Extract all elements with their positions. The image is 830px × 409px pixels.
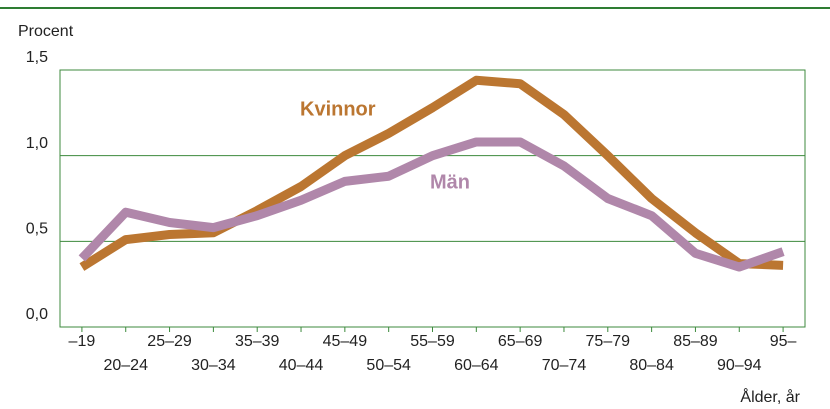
series-line (78, 137, 785, 272)
x-tick-label: 70–74 (542, 357, 587, 374)
x-tick-label: 95– (770, 333, 797, 350)
x-tick-label: 45–49 (323, 333, 368, 350)
x-tick-label: 80–84 (629, 357, 674, 374)
y-tick-label: 1,5 (26, 49, 48, 66)
y-tick-label: 1,0 (26, 135, 48, 152)
x-tick-label: 90–94 (717, 357, 762, 374)
x-tick-label: 20–24 (103, 357, 148, 374)
series-label: Kvinnor (300, 98, 376, 120)
x-tick-label: 60–64 (454, 357, 499, 374)
x-tick-label: 35–39 (235, 333, 280, 350)
x-tick-label: 65–69 (498, 333, 543, 350)
x-tick-label: 55–59 (410, 333, 455, 350)
x-tick-label: –19 (69, 333, 96, 350)
y-axis-label: Procent (18, 23, 74, 40)
x-tick-label: 25–29 (147, 333, 192, 350)
x-tick-label: 75–79 (586, 333, 631, 350)
series-label: Män (430, 171, 470, 193)
y-tick-label: 0,0 (26, 306, 48, 323)
y-tick-label: 0,5 (26, 221, 48, 238)
x-tick-label: 40–44 (279, 357, 324, 374)
series-line (79, 75, 784, 271)
x-tick-label: 30–34 (191, 357, 236, 374)
x-tick-label: 85–89 (673, 333, 718, 350)
x-axis-label: Ålder, år (740, 387, 800, 406)
x-tick-label: 50–54 (366, 357, 411, 374)
